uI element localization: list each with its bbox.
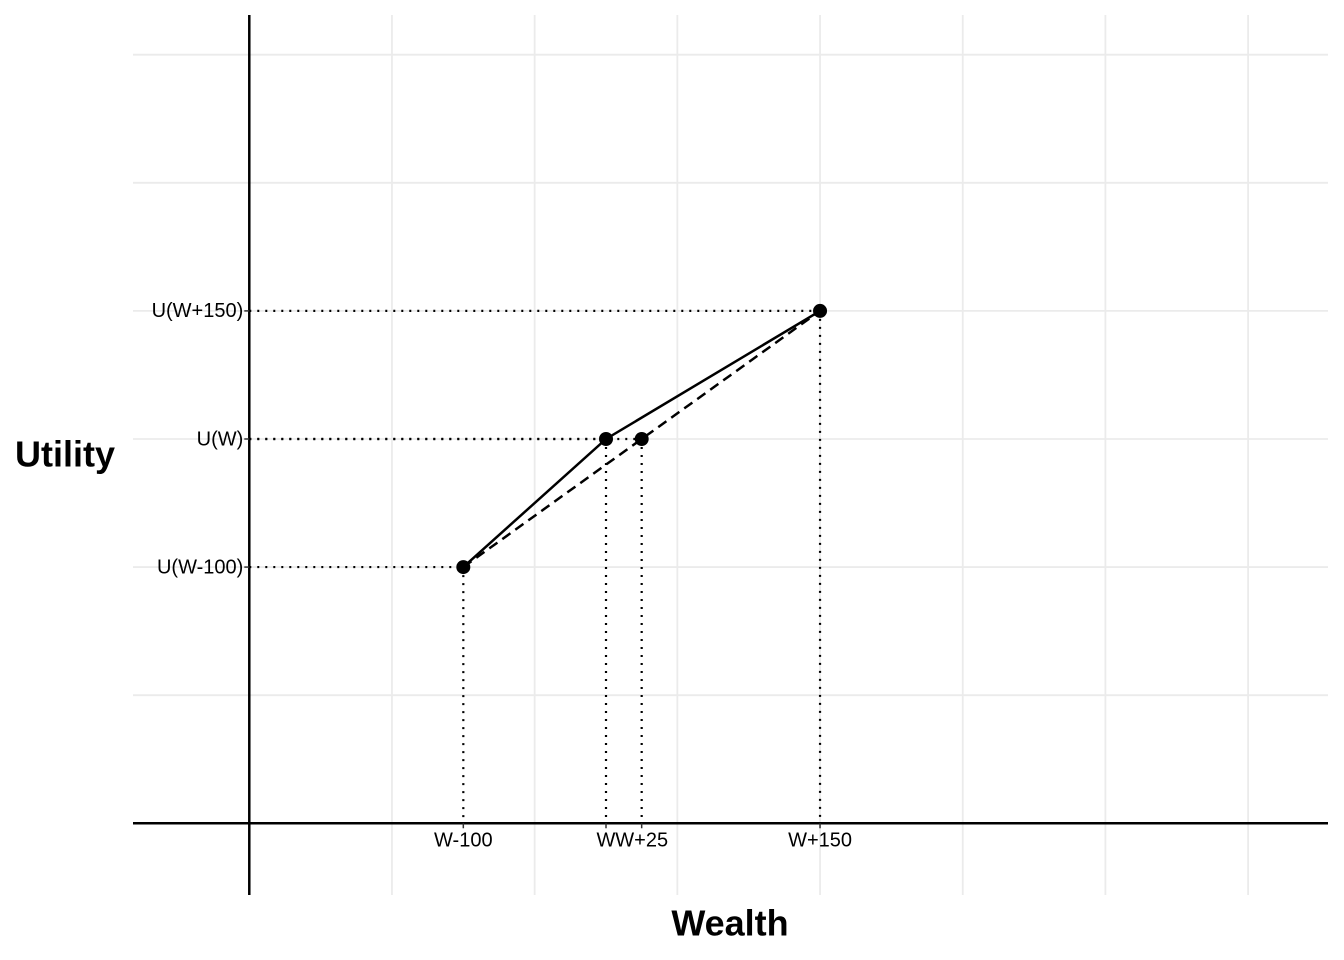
x-tick-label: W+25 xyxy=(615,830,668,852)
x-tick-label: W xyxy=(597,830,616,852)
y-tick-label: U(W+150) xyxy=(152,300,244,322)
point xyxy=(813,303,828,318)
x-tick-label: W-100 xyxy=(434,830,493,852)
point xyxy=(599,431,614,446)
y-axis-title: Utility xyxy=(15,434,115,475)
y-tick-label: U(W-100) xyxy=(157,556,243,578)
x-axis-title: Wealth xyxy=(671,903,788,944)
y-tick-label: U(W) xyxy=(197,428,244,450)
x-tick-label: W+150 xyxy=(788,830,852,852)
point xyxy=(634,431,649,446)
chord-line xyxy=(462,309,821,569)
point xyxy=(456,560,471,575)
